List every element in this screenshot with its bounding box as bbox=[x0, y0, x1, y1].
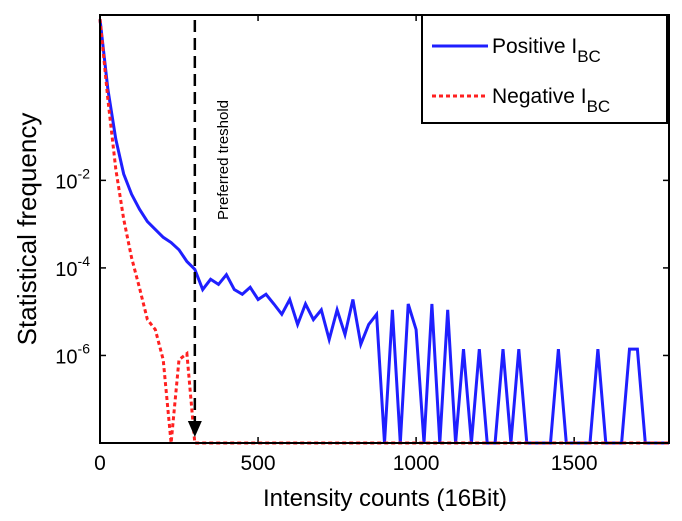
y-tick-label: 10-6 bbox=[55, 340, 90, 368]
x-tick-label: 500 bbox=[241, 452, 276, 475]
legend-label: Positive IBC bbox=[492, 35, 601, 66]
y-tick-base: 10 bbox=[55, 259, 77, 281]
plot-frame bbox=[99, 14, 670, 444]
y-axis-label: Statistical frequency bbox=[12, 113, 42, 346]
legend-box bbox=[421, 14, 668, 124]
x-tick-label: 1000 bbox=[393, 452, 440, 475]
legend-subscript: BC bbox=[587, 97, 611, 116]
legend-name: Negative I bbox=[492, 85, 587, 108]
x-tick-label: 1500 bbox=[551, 452, 598, 475]
legend-label: Negative IBC bbox=[492, 85, 610, 116]
y-tick-base: 10 bbox=[55, 346, 77, 368]
y-tick-exponent: -6 bbox=[78, 340, 91, 356]
threshold-label: Preferred treshold bbox=[215, 100, 232, 220]
y-tick-base: 10 bbox=[55, 171, 77, 193]
y-tick-exponent: -4 bbox=[78, 253, 91, 269]
y-tick-exponent: -2 bbox=[78, 165, 91, 181]
x-axis-label: Intensity counts (16Bit) bbox=[263, 485, 507, 512]
legend-name: Positive I bbox=[492, 35, 577, 58]
y-tick-label: 10-2 bbox=[55, 165, 90, 193]
legend-subscript: BC bbox=[577, 47, 601, 66]
y-tick-label: 10-4 bbox=[55, 253, 90, 281]
arrow-head bbox=[187, 421, 202, 437]
x-tick-label: 0 bbox=[94, 452, 106, 475]
